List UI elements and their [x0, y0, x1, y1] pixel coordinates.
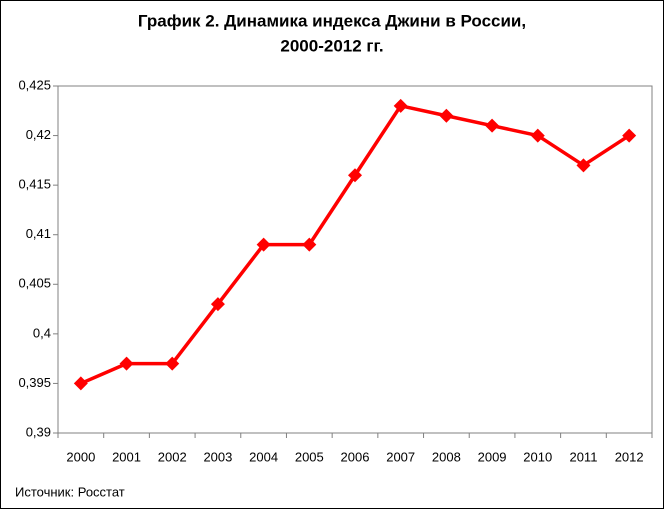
x-tick-label: 2012 — [615, 449, 644, 464]
x-tick-label: 2011 — [569, 449, 597, 464]
chart-title: График 2. Динамика индекса Джини в Росси… — [138, 11, 526, 30]
x-tick-label: 2009 — [478, 449, 507, 464]
x-tick-label: 2003 — [203, 449, 232, 464]
chart-title: 2000-2012 гг. — [280, 36, 383, 55]
y-tick-label: 0,405 — [18, 276, 51, 291]
y-tick-label: 0,42 — [26, 127, 51, 142]
y-tick-label: 0,395 — [18, 375, 51, 390]
data-point — [348, 168, 362, 183]
data-point — [622, 128, 637, 143]
plot-area — [57, 85, 653, 434]
y-tick-label: 0,4 — [33, 325, 51, 340]
x-tick-label: 2004 — [249, 449, 278, 464]
x-tick-label: 2006 — [341, 449, 370, 464]
data-point — [485, 118, 500, 133]
data-point — [576, 158, 591, 173]
data-point — [393, 98, 408, 113]
data-point — [119, 356, 134, 371]
data-point — [530, 128, 545, 143]
data-point — [439, 108, 454, 123]
data-point — [73, 376, 88, 391]
y-tick-label: 0,41 — [26, 226, 51, 241]
x-tick-label: 2005 — [295, 449, 324, 464]
x-tick-label: 2010 — [523, 449, 552, 464]
x-tick-label: 2002 — [158, 449, 187, 464]
x-tick-label: 2001 — [112, 449, 141, 464]
x-tick-label: 2008 — [432, 449, 461, 464]
y-tick-label: 0,425 — [18, 77, 51, 92]
data-point — [210, 297, 225, 312]
data-point — [302, 237, 317, 252]
y-tick-label: 0,415 — [18, 177, 51, 192]
y-tick-label: 0,39 — [26, 424, 51, 439]
data-point — [256, 237, 271, 252]
x-tick-label: 2007 — [386, 449, 415, 464]
x-tick-label: 2000 — [66, 449, 95, 464]
data-point — [165, 356, 180, 371]
source-note: Источник: Росстат — [15, 484, 125, 499]
